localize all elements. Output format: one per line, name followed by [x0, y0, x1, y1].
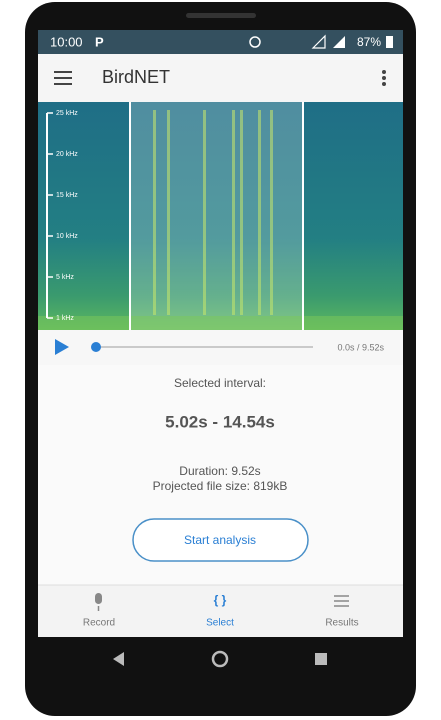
frequency-label: 20 kHz — [56, 151, 78, 158]
home-button[interactable] — [211, 650, 229, 668]
signal-icon — [333, 36, 345, 48]
nav-label: Record — [83, 618, 115, 629]
frequency-label: 5 kHz — [56, 274, 74, 281]
status-time: 10:00 — [50, 34, 83, 49]
app-title: BirdNET — [102, 67, 170, 87]
call-traces — [153, 110, 273, 315]
start-analysis-button[interactable] — [132, 518, 309, 562]
menu-button[interactable] — [54, 71, 72, 85]
recents-button[interactable] — [315, 653, 327, 665]
nav-label: Results — [325, 618, 358, 629]
selection-interval: 5.02s - 14.54s — [165, 412, 275, 431]
battery-icon — [386, 36, 393, 48]
file-size: Projected file size: 819kB — [153, 479, 288, 493]
playback-position: 0.0s / 9.52s — [337, 342, 384, 352]
battery-level: 87% — [357, 35, 381, 49]
frequency-label: 1 kHz — [56, 315, 74, 322]
frequency-label: 25 kHz — [56, 110, 78, 117]
record-tab[interactable]: Record — [83, 593, 115, 629]
signal-icon — [311, 34, 326, 49]
frequency-label: 10 kHz — [56, 233, 78, 240]
app-bar — [38, 54, 403, 102]
frequency-label: 15 kHz — [56, 192, 78, 199]
select-tab[interactable]: { } Select — [206, 593, 234, 628]
notification-icon: P — [95, 34, 104, 49]
frequency-labels: 25 kHz 20 kHz 15 kHz 10 kHz 5 kHz 1 kHz — [47, 110, 78, 322]
overflow-menu[interactable] — [382, 70, 386, 86]
spectrogram — [38, 102, 403, 330]
selection-duration: Duration: 9.52s — [179, 464, 260, 478]
alarm-icon — [249, 36, 261, 48]
back-button[interactable] — [113, 652, 124, 666]
seek-thumb[interactable] — [91, 342, 101, 352]
selection-heading: Selected interval: — [174, 376, 266, 390]
play-button[interactable] — [55, 339, 69, 355]
low-band — [38, 316, 403, 330]
status-bar — [38, 30, 403, 54]
button-label: Start analysis — [184, 533, 256, 547]
selection-overlay — [130, 102, 303, 330]
results-tab[interactable]: Results — [325, 595, 359, 629]
nav-icon: { } — [214, 593, 227, 607]
speaker — [186, 13, 256, 18]
nav-label: Select — [206, 618, 234, 629]
